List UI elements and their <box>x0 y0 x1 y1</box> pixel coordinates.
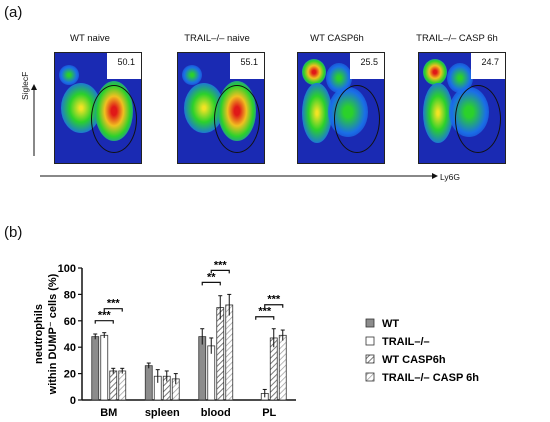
facs-plot-title: WT naive <box>70 33 110 44</box>
empty-region <box>471 53 505 79</box>
y-tick-label: 0 <box>70 395 76 407</box>
facs-plot-title: TRAIL–/– naive <box>184 33 250 44</box>
legend-swatch <box>365 372 375 382</box>
cell-density-region <box>59 65 79 85</box>
empty-region <box>107 53 141 79</box>
y-tick-label: 100 <box>58 263 76 275</box>
legend-swatch <box>365 336 375 346</box>
gate-percentage: 55.1 <box>240 57 258 67</box>
gate-percentage: 25.5 <box>360 57 378 67</box>
facs-plot-title: TRAIL–/– CASP 6h <box>416 33 498 44</box>
significance-bracket <box>264 304 284 308</box>
x-tick-label: PL <box>262 407 276 419</box>
bar <box>91 336 100 401</box>
y-axis-label: neutrophils <box>33 304 45 364</box>
legend-label: TRAIL–/– CASP 6h <box>382 372 479 384</box>
legend-label: WT <box>382 318 399 330</box>
y-tick-label: 40 <box>64 342 76 354</box>
significance-label: *** <box>214 259 228 271</box>
bar <box>269 337 278 401</box>
y-tick-label: 60 <box>64 316 76 328</box>
neutrophil-gate <box>455 85 501 153</box>
significance-label: *** <box>258 306 272 318</box>
legend-label: WT CASP6h <box>382 354 446 366</box>
bar <box>278 334 287 401</box>
significance-bracket <box>201 281 221 286</box>
neutrophil-gate <box>91 85 137 153</box>
cell-density-region <box>423 83 453 143</box>
neutrophil-gate <box>334 85 380 153</box>
y-tick-label: 20 <box>64 369 76 381</box>
empty-region <box>230 53 264 79</box>
significance-label: *** <box>107 298 121 310</box>
cell-density-region <box>302 83 332 143</box>
gate-percentage: 24.7 <box>481 57 499 67</box>
empty-region <box>350 53 384 79</box>
legend-swatch <box>365 354 375 364</box>
x-tick-label: BM <box>100 407 117 419</box>
significance-label: *** <box>267 294 281 306</box>
x-tick-label: spleen <box>145 407 180 419</box>
significance-label: ** <box>207 271 216 283</box>
legend-label: TRAIL–/– <box>382 336 430 348</box>
significance-label: *** <box>98 310 112 322</box>
cell-density-region <box>423 59 447 85</box>
cell-density-region <box>182 65 202 85</box>
panel-b-label: (b) <box>4 224 23 241</box>
significance-bracket <box>94 320 114 324</box>
bar <box>100 334 109 401</box>
bar <box>216 307 225 401</box>
bar <box>198 336 207 401</box>
legend-swatch <box>365 318 375 328</box>
panel-a-label: (a) <box>4 4 23 21</box>
bar <box>207 345 216 401</box>
bar <box>144 365 153 401</box>
neutrophil-gate <box>214 85 260 153</box>
gate-percentage: 50.1 <box>117 57 135 67</box>
facs-density-plot: 25.5 <box>297 52 385 164</box>
x-tick-label: blood <box>201 407 231 419</box>
facs-plot-title: WT CASP6h <box>310 33 364 44</box>
significance-bracket <box>255 316 275 320</box>
bar <box>225 304 234 401</box>
facs-density-plot: 50.1 <box>54 52 142 164</box>
y-axis-label: within DUMP⁻ cells (%) <box>47 273 59 395</box>
significance-bracket <box>210 269 230 274</box>
bar <box>109 370 118 401</box>
y-tick-label: 80 <box>64 289 76 301</box>
x-axis-label-ly6g: Ly6G <box>440 172 461 182</box>
significance-bracket <box>103 308 123 312</box>
facs-density-plot: 24.7 <box>418 52 506 164</box>
cell-density-region <box>302 59 326 85</box>
bar <box>118 370 127 401</box>
facs-density-plot: 55.1 <box>177 52 265 164</box>
